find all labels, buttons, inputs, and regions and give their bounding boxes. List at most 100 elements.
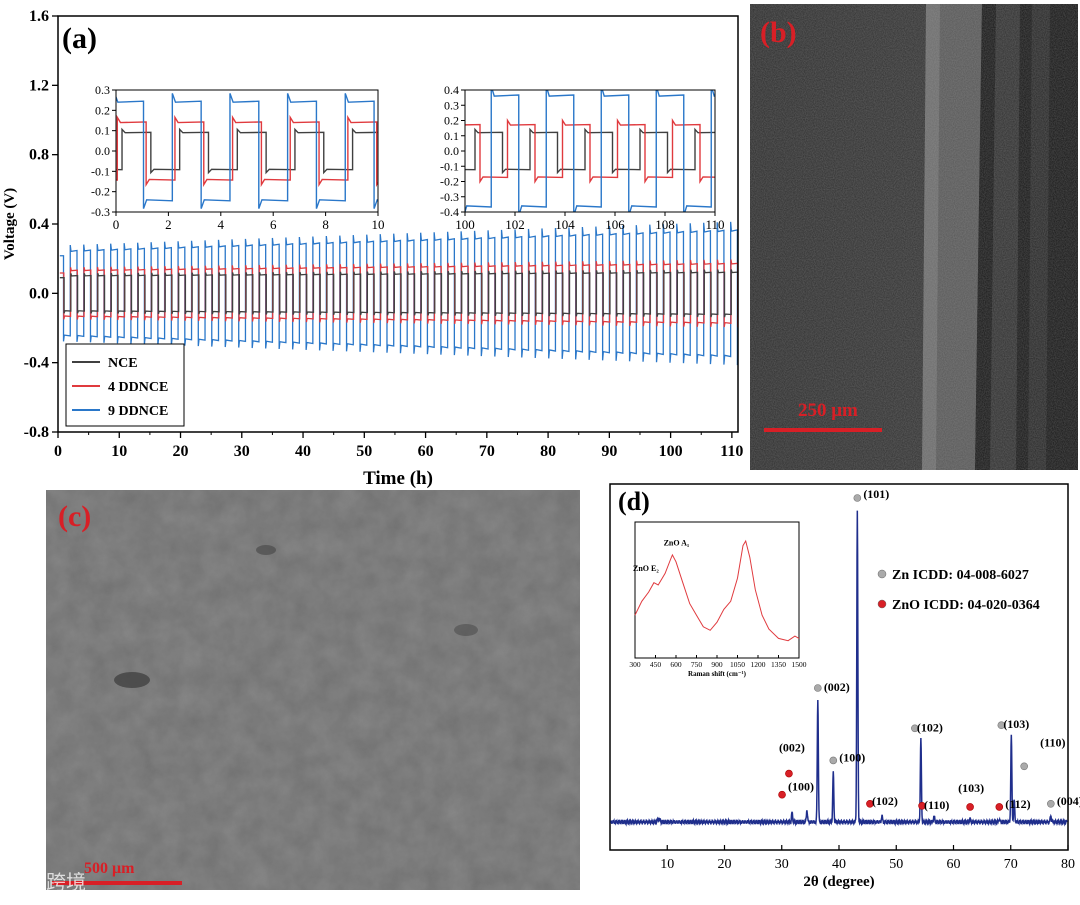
x-tick-label: 70 — [1004, 857, 1018, 872]
panel-a-label: (a) — [62, 22, 97, 55]
inset-x-tick-label: 100 — [455, 217, 475, 232]
x-tick-label: 60 — [418, 443, 434, 460]
voltage-time-chart: 0 10 20 30 40 50 60 70 80 90 100 110-0.8-0.40.00.40… — [2, 8, 743, 489]
scale-bar-label: 250 μm — [798, 400, 858, 421]
inset-series — [116, 93, 378, 209]
peak-label: (002) — [779, 741, 805, 755]
peak-label: (100) — [839, 750, 865, 764]
peak-marker-zn — [853, 494, 862, 502]
peak-label: (102) — [872, 794, 898, 808]
peak-marker-zno — [918, 801, 926, 810]
inset-x-tick-label: 300 — [629, 660, 641, 669]
inset-background — [116, 90, 378, 212]
x-axis-label: Time (h) — [363, 468, 433, 489]
inset-x-tick-label: 2 — [165, 217, 172, 232]
inset-x-tick-label: 1500 — [792, 660, 807, 669]
legend: Zn ICDD: 04-008-6027 ZnO ICDD: 04-020-036… — [877, 568, 1040, 613]
inset-1: 0 2 4 6 8 10 -0.3 -0.2 -0.1 0.0 0.1 0.2 0.3 — [91, 83, 385, 232]
inset-x-tick-label: 102 — [505, 217, 525, 232]
inset-series-line — [116, 93, 378, 209]
xrd-pattern-line — [610, 510, 1068, 827]
x-tick-label: 20 — [173, 443, 189, 460]
y-tick-label: -0.8 — [24, 424, 49, 441]
peak-label: (103) — [1003, 717, 1029, 731]
peak-label: (102) — [917, 720, 943, 734]
inset-x-tick-label: 750 — [691, 660, 703, 669]
inset-y-tick-label: 0.0 — [95, 144, 110, 158]
inset-y-tick-label: 0.3 — [95, 83, 110, 97]
inset-x-tick-label: 900 — [711, 660, 723, 669]
x-tick-label: 50 — [889, 857, 903, 872]
inset-y-tick-label: -0.2 — [440, 175, 459, 189]
inset-y-tick-label: 0.4 — [444, 83, 459, 97]
panel-b-label: (b) — [760, 16, 797, 49]
cross-section-micrograph — [750, 4, 1078, 470]
panel-c-label: (c) — [58, 500, 92, 533]
peak-label: (103) — [958, 781, 984, 795]
y-tick-label: 0.4 — [29, 216, 49, 233]
legend: NCE 4 DDNCE 9 DDNCE — [65, 343, 185, 427]
inset-x-tick-label: 8 — [322, 217, 329, 232]
x-tick-label: 50 — [356, 443, 372, 460]
x-tick-label: 0 — [54, 443, 62, 460]
inset-x-tick-label: 106 — [605, 217, 625, 232]
peak-marker-zn — [1020, 762, 1028, 771]
inset-series-line — [116, 114, 378, 188]
legend-marker — [877, 599, 887, 609]
inset-x-tick-label: 0 — [113, 217, 120, 232]
x-tick-label: 100 — [659, 443, 683, 460]
inset-x-tick-label: 10 — [372, 217, 385, 232]
inset-2: 100 102 104 106 108 110 -0.4-0.3-0.2 -0.10.00.1… — [440, 83, 725, 232]
inset-x-tick-label: 104 — [555, 217, 575, 232]
inset-y-tick-label: -0.3 — [91, 205, 110, 219]
inset-x-tick-label: 110 — [705, 217, 724, 232]
peak-label: (112) — [1005, 797, 1030, 811]
raman-spectrum-line — [634, 539, 800, 642]
y-tick-label: 1.2 — [29, 77, 49, 94]
peak-marker-zn — [814, 684, 822, 692]
legend-entry: 4 DDNCE — [108, 380, 168, 395]
x-axis-label: 2θ (degree) — [803, 874, 874, 890]
peak-marker-zno — [866, 799, 874, 808]
inset-frame — [634, 521, 800, 659]
series-group — [59, 221, 738, 366]
y-tick-label: 0.0 — [29, 285, 49, 302]
x-tick-label: 10 — [111, 443, 127, 460]
panel-a: 0 10 20 30 40 50 60 70 80 90 100 110 -0.8 -0.4 0.0 0.4 0… — [0, 0, 750, 490]
inset-y-tick-label: -0.2 — [91, 185, 110, 199]
legend-entry: 9 DDNCE — [108, 404, 168, 419]
peak-marker-zn — [997, 721, 1006, 729]
inset-x-tick-label: 1200 — [751, 660, 766, 669]
x-tick-label: 80 — [540, 443, 556, 460]
inset-y-tick-label: 0.1 — [444, 129, 459, 143]
peak-marker-zno — [778, 790, 786, 799]
y-tick-label: -0.4 — [24, 355, 49, 372]
peak-marker-zno — [785, 769, 793, 778]
inset-series-line — [465, 127, 715, 175]
peak-annotations: (100) (002) (002) (100) (101) (102) (102) (110)… — [778, 487, 1080, 812]
inset-y-tick-label: -0.3 — [440, 190, 459, 204]
inset-x-tick-label: 600 — [670, 660, 682, 669]
y-tick-label: 0.8 — [29, 147, 49, 164]
peak-marker-zno — [995, 803, 1004, 811]
x-tick-label: 40 — [832, 857, 846, 872]
xrd-pattern-chart: (100) (002) (002) (100) (101) (102) (102) (110)… — [609, 483, 1080, 890]
panel-c-sem-image: (c) 500 μm — [46, 490, 580, 890]
series-line-4-ddnce — [59, 259, 738, 328]
inset-series-line — [116, 127, 378, 175]
inset-x-tick-label: 108 — [655, 217, 675, 232]
peak-label: (002) — [824, 680, 850, 694]
x-tick-label: 30 — [234, 443, 250, 460]
raman-annotation: ZnO E₂ — [633, 564, 659, 573]
inset-x-tick-label: 4 — [218, 217, 225, 232]
legend-entry: NCE — [108, 356, 138, 371]
inset-x-tick-label: 450 — [650, 660, 662, 669]
panel-d-label: (d) — [618, 487, 650, 516]
x-tick-label: 90 — [601, 443, 617, 460]
inset-y-tick-label: 0.2 — [95, 103, 110, 117]
y-axis-label: Voltage (V) — [2, 188, 18, 260]
peak-marker-zn — [911, 724, 919, 733]
peak-marker-zn — [829, 756, 838, 765]
peak-label: (100) — [788, 780, 814, 794]
scale-bar-line — [52, 881, 182, 885]
